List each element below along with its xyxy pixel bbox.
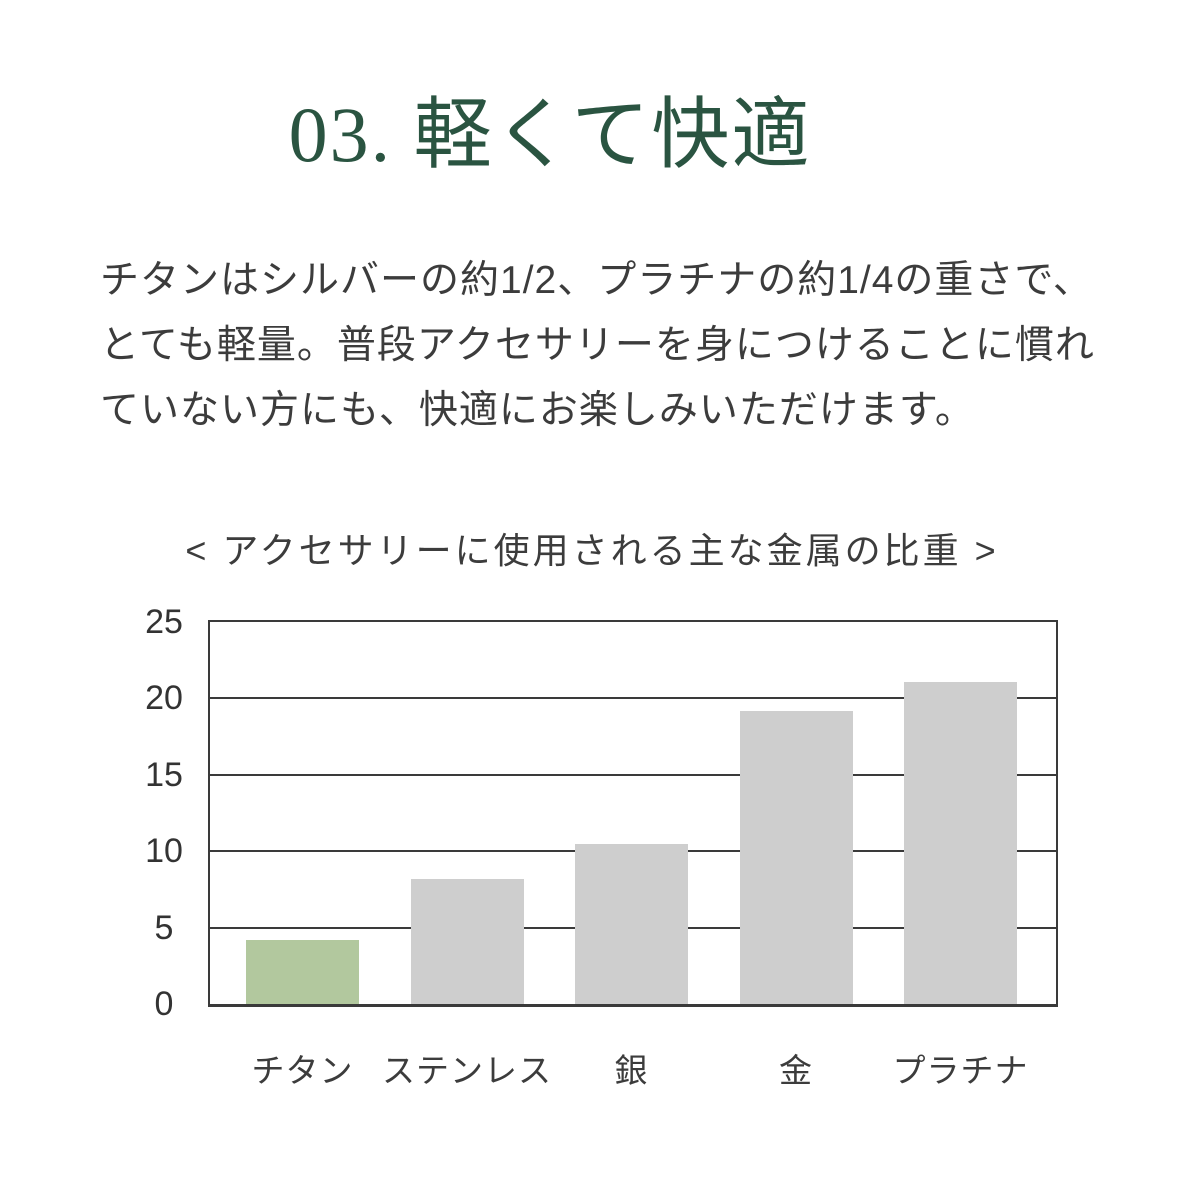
page-title: 03. 軽くて快適	[288, 91, 812, 178]
bar-chart-plot-area	[208, 620, 1058, 1007]
x-category-label-金: 金	[779, 1052, 813, 1089]
bar-チタン	[246, 939, 359, 1004]
y-tick-label-20: 20	[145, 679, 183, 718]
bar-銀	[575, 843, 688, 1004]
x-axis-category-labels: チタン ステンレス 銀 金 プラチナ	[210, 1044, 1056, 1094]
x-category-label-プラチナ: プラチナ	[892, 1052, 1029, 1089]
x-category-label-チタン: チタン	[251, 1052, 354, 1089]
body-line-1: チタンはシルバーの約1/2、プラチナの約1/4の重さで、	[100, 259, 1093, 302]
body-line-2: とても軽量。普段アクセサリーを身につけることに慣れ	[100, 324, 1095, 367]
gridline-y20	[210, 697, 1056, 700]
x-category-label-銀: 銀	[614, 1052, 649, 1089]
y-tick-label-15: 15	[145, 755, 183, 794]
body-line-3: ていない方にも、快適にお楽しみいただけます。	[100, 389, 975, 432]
x-category-label-ステンレス: ステンレス	[382, 1052, 552, 1089]
bar-金	[739, 710, 853, 1004]
y-tick-label-25: 25	[145, 603, 183, 641]
y-axis-tick-labels: 0 5 10 15 20 25	[124, 603, 204, 1023]
y-tick-label-5: 5	[154, 908, 174, 947]
chart-title: < アクセサリーに使用される主な金属の比重 >	[185, 530, 999, 571]
y-tick-label-10: 10	[145, 832, 183, 871]
body-paragraph: チタンはシルバーの約1/2、プラチナの約1/4の重さで、 とても軽量。普段アクセ…	[100, 248, 1160, 443]
gridline-y15	[210, 773, 1056, 776]
bar-プラチナ	[904, 681, 1017, 1004]
y-tick-label-0: 0	[154, 985, 174, 1023]
bar-ステンレス	[410, 878, 524, 1004]
